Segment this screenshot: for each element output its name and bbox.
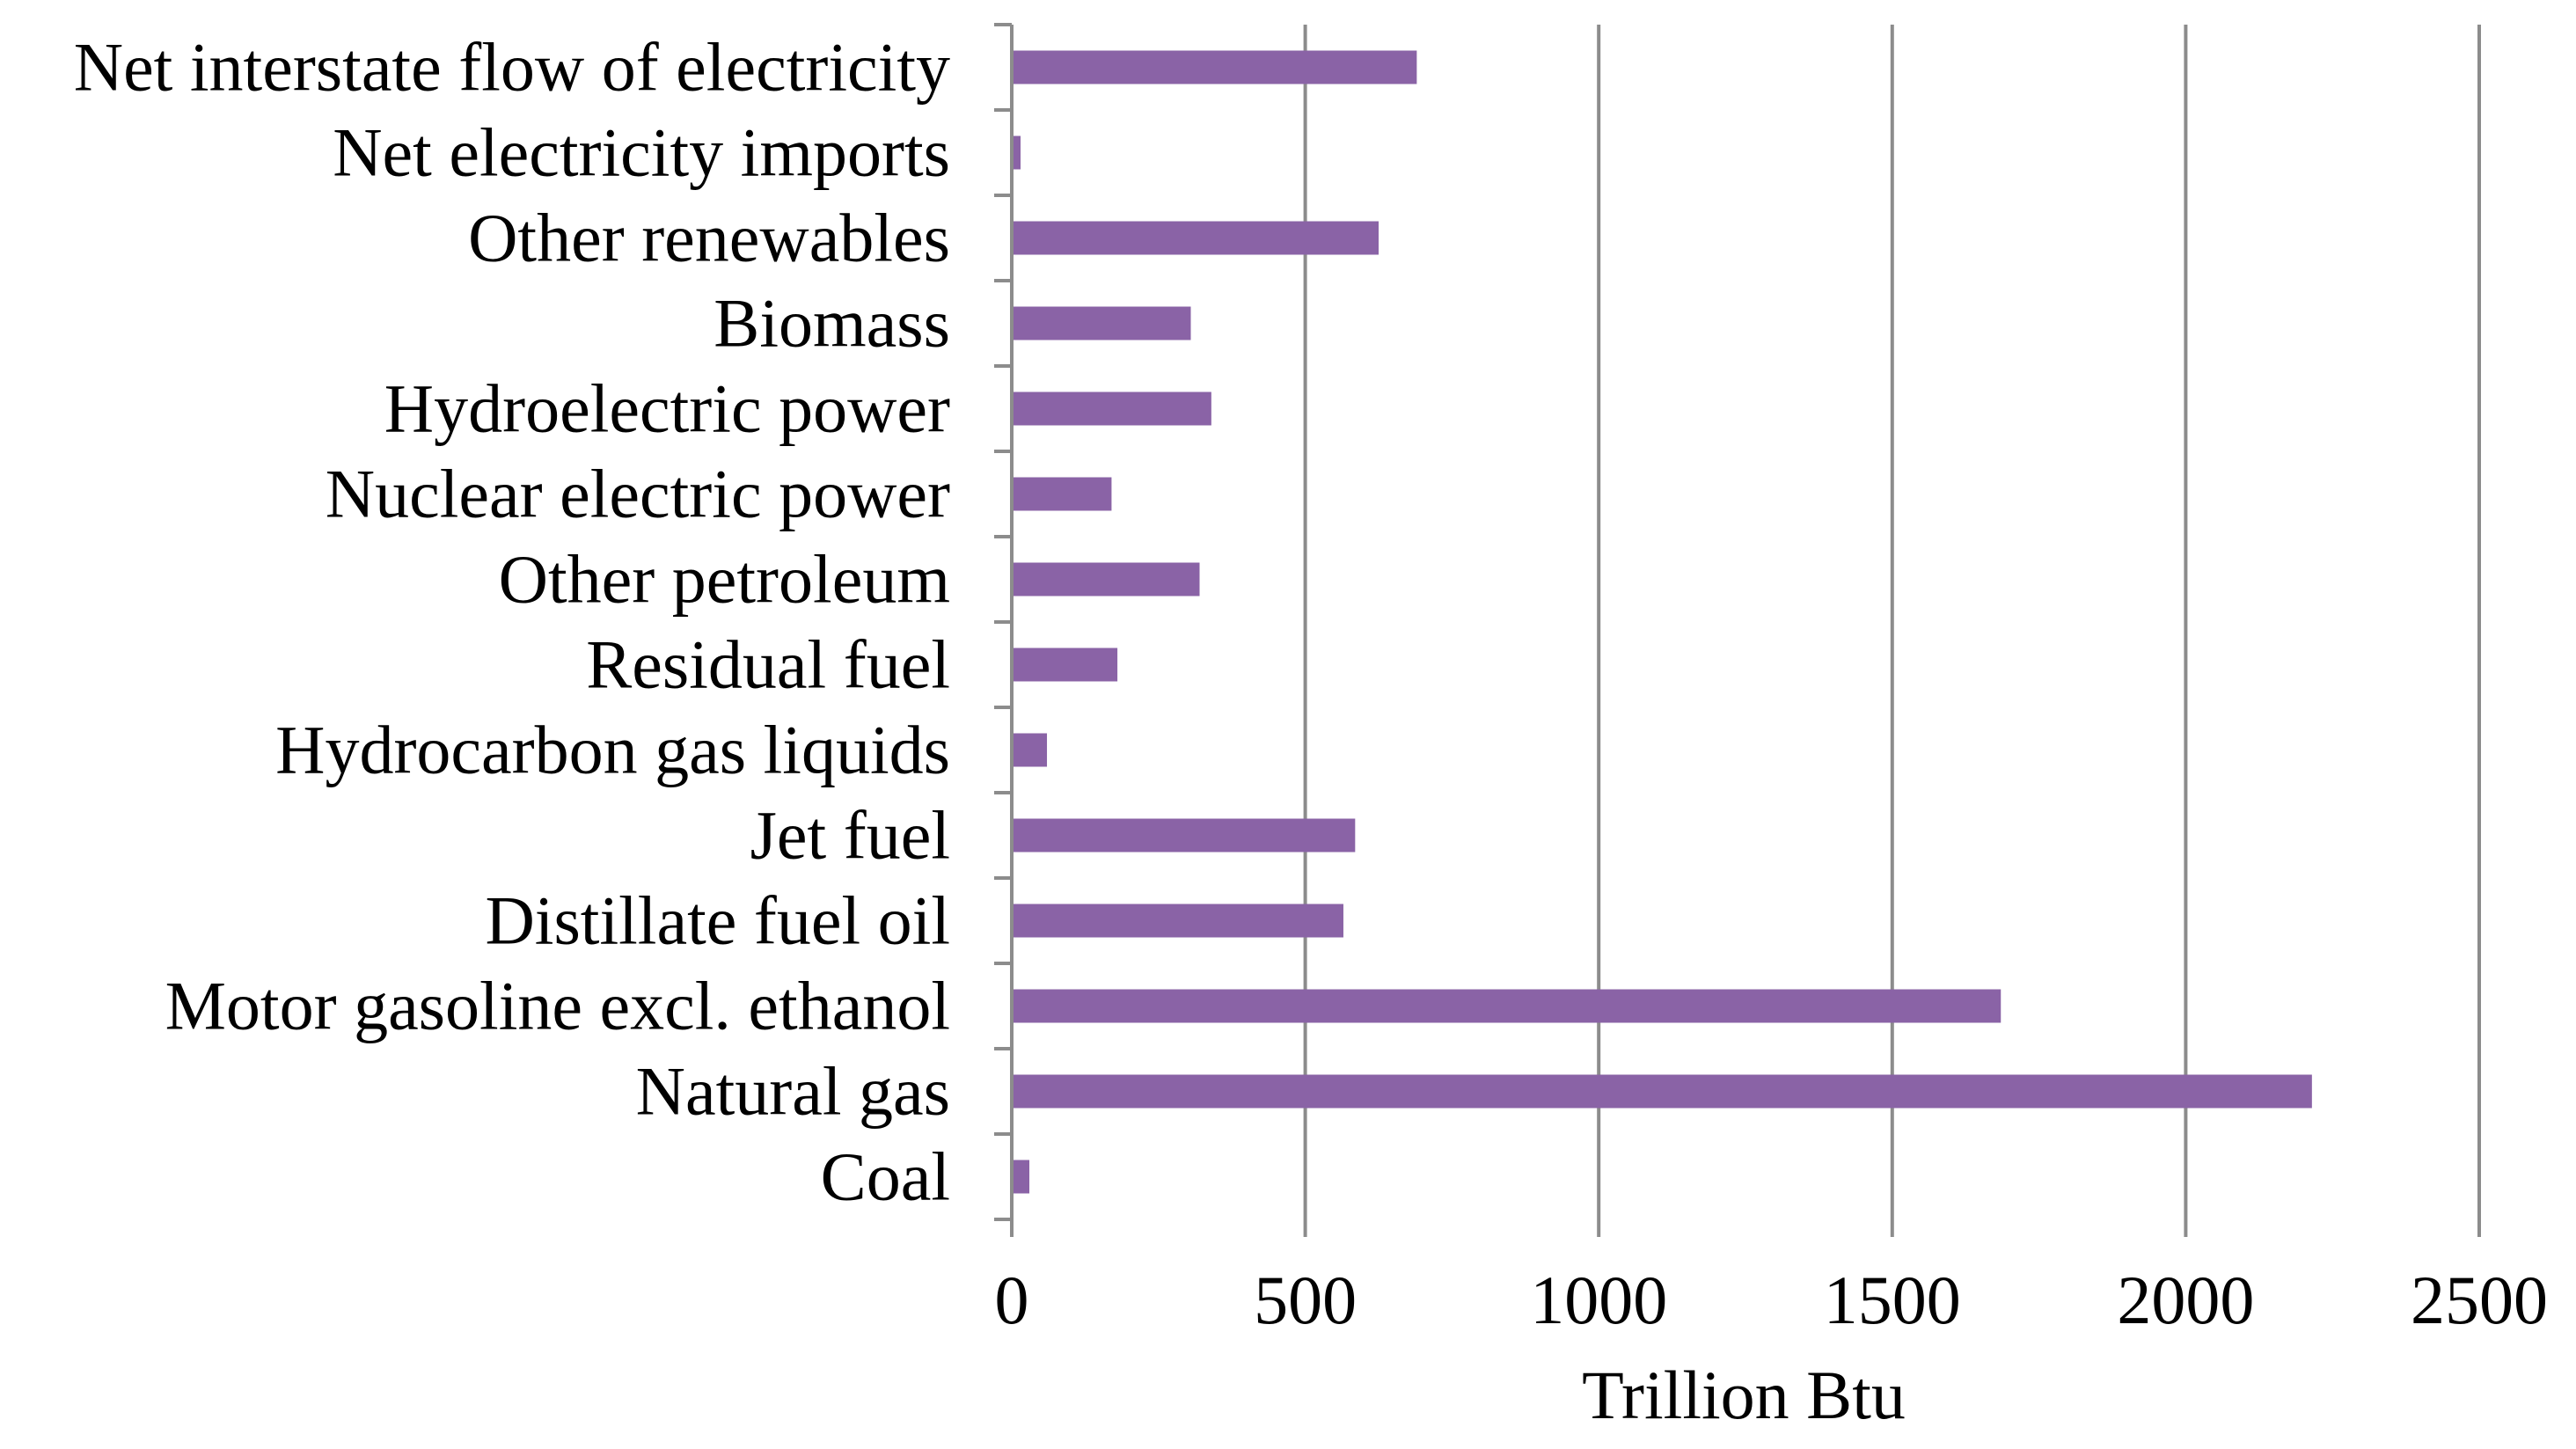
bar (1014, 733, 1048, 767)
category-label: Other petroleum (499, 541, 950, 618)
x-tick-label: 1000 (1530, 1262, 1667, 1338)
bar (1014, 989, 2002, 1023)
gridlines (1303, 25, 2481, 1219)
bar (1014, 904, 1343, 938)
bar (1014, 648, 1118, 682)
category-label: Hydroelectric power (384, 370, 950, 447)
bar (1014, 50, 1417, 84)
category-label: Net interstate flow of electricity (74, 29, 950, 106)
category-label: Coal (821, 1138, 950, 1215)
category-label: Hydrocarbon gas liquids (275, 712, 950, 788)
bars (1014, 50, 2312, 1194)
x-tick-labels: 0 500 1000 1500 2000 2500 (995, 1262, 2549, 1338)
category-label: Residual fuel (586, 626, 950, 703)
bar (1014, 1160, 1030, 1194)
category-label: Other renewables (468, 200, 950, 276)
category-label: Distillate fuel oil (485, 882, 950, 959)
bar (1014, 392, 1211, 426)
bar (1014, 221, 1379, 255)
bar (1014, 818, 1356, 853)
bar (1014, 306, 1191, 340)
x-tick-label: 0 (995, 1262, 1029, 1338)
x-tick-label: 1500 (1824, 1262, 1961, 1338)
bar (1014, 562, 1200, 596)
category-label: Biomass (714, 285, 950, 362)
x-tick-label: 2500 (2411, 1262, 2548, 1338)
bar (1014, 1074, 2312, 1109)
category-labels: Net interstate flow of electricity Net el… (74, 29, 950, 1215)
x-tick-label: 500 (1254, 1262, 1357, 1338)
category-label: Natural gas (636, 1053, 950, 1130)
category-label: Motor gasoline excl. ethanol (165, 968, 950, 1044)
x-tick-label: 2000 (2117, 1262, 2254, 1338)
bar (1014, 477, 1112, 511)
axes (994, 23, 2481, 1237)
x-axis-title: Trillion Btu (1582, 1357, 1906, 1433)
category-label: Nuclear electric power (326, 456, 950, 532)
category-label: Jet fuel (750, 797, 950, 874)
category-label: Net electricity imports (333, 114, 950, 191)
bar (1014, 135, 1021, 170)
